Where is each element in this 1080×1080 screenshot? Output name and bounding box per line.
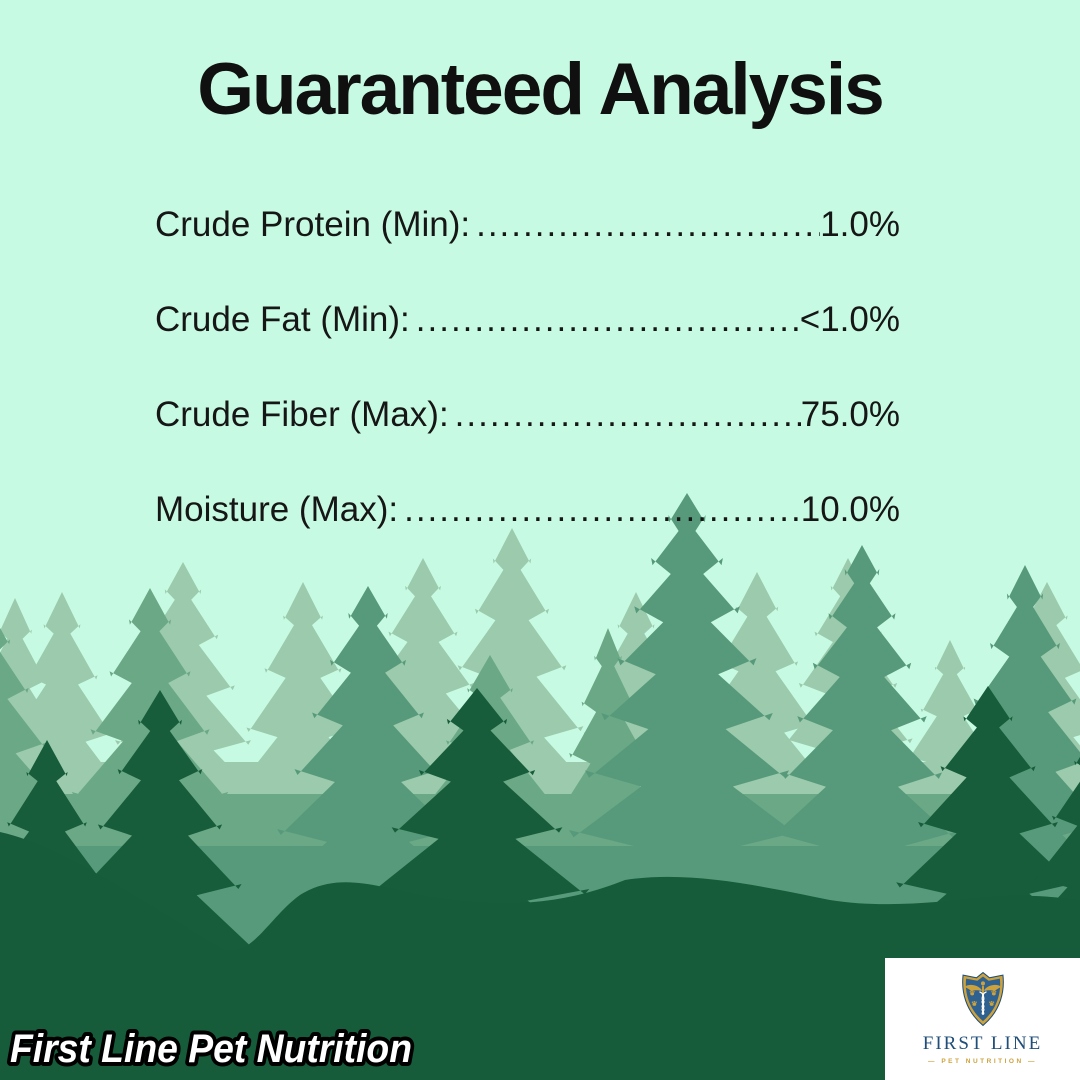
ground-hill: [0, 832, 1080, 1080]
analysis-table: Crude Protein (Min): ...................…: [155, 205, 900, 585]
analysis-row: Crude Protein (Min): ...................…: [155, 205, 900, 245]
watermark-text: First Line Pet Nutrition: [10, 1027, 412, 1071]
brand-name: FIRST LINE: [922, 1033, 1043, 1054]
nutrient-label: Crude Fat (Min):: [155, 300, 410, 339]
shield-caduceus-icon: [961, 971, 1004, 1027]
dot-leader: ........................................…: [454, 395, 801, 434]
watermark: First Line Pet Nutrition: [6, 1023, 416, 1075]
brand-logo-card: FIRST LINE — PET NUTRITION —: [885, 958, 1080, 1080]
nutrient-label: Moisture (Max):: [155, 490, 399, 529]
nutrient-label: Crude Protein (Min):: [155, 205, 471, 244]
dot-leader: ........................................…: [476, 205, 820, 244]
nutrient-value: <1.0%: [799, 300, 900, 339]
page-title: Guaranteed Analysis: [197, 49, 885, 130]
paw-prints: [969, 990, 996, 1006]
analysis-row: Crude Fat (Min): .......................…: [155, 300, 900, 340]
nutrient-label: Crude Fiber (Max):: [155, 395, 449, 434]
nutrient-value: 75.0%: [800, 395, 900, 434]
pine-tree-mid-front: [732, 545, 992, 970]
analysis-row: Moisture (Max): ........................…: [155, 490, 900, 530]
dot-leader: ........................................…: [404, 490, 801, 529]
nutrient-value: 1.0%: [820, 205, 900, 244]
brand-tagline: — PET NUTRITION —: [928, 1058, 1037, 1065]
nutrient-value: 10.0%: [800, 490, 900, 529]
analysis-row: Crude Fiber (Max): .....................…: [155, 395, 900, 435]
pine-tree-mid-front: [531, 493, 843, 971]
dot-leader: ........................................…: [415, 300, 800, 339]
